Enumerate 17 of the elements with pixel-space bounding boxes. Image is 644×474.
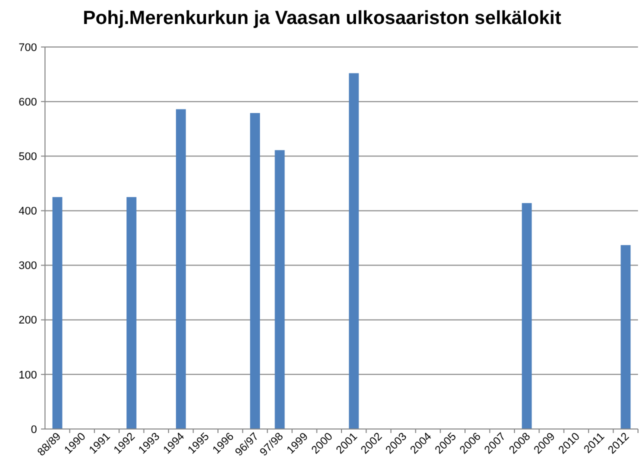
bar — [250, 113, 260, 429]
y-tick-label: 100 — [18, 369, 37, 382]
bar — [522, 203, 532, 429]
y-tick-label: 300 — [18, 260, 37, 272]
bar — [348, 73, 359, 429]
y-tick-label: 700 — [18, 42, 37, 54]
y-tick-label: 200 — [18, 314, 37, 327]
y-tick-label: 600 — [18, 96, 37, 108]
bar — [176, 109, 186, 429]
bar — [274, 150, 285, 429]
y-tick-label: 0 — [30, 424, 37, 436]
bar — [52, 197, 62, 429]
bar — [126, 197, 136, 429]
y-tick-label: 400 — [18, 206, 37, 218]
chart-title: Pohj.Merenkurkun ja Vaasan ulkosaariston selkälokit — [82, 8, 562, 29]
y-tick-label: 500 — [18, 150, 37, 163]
bar — [620, 245, 631, 429]
